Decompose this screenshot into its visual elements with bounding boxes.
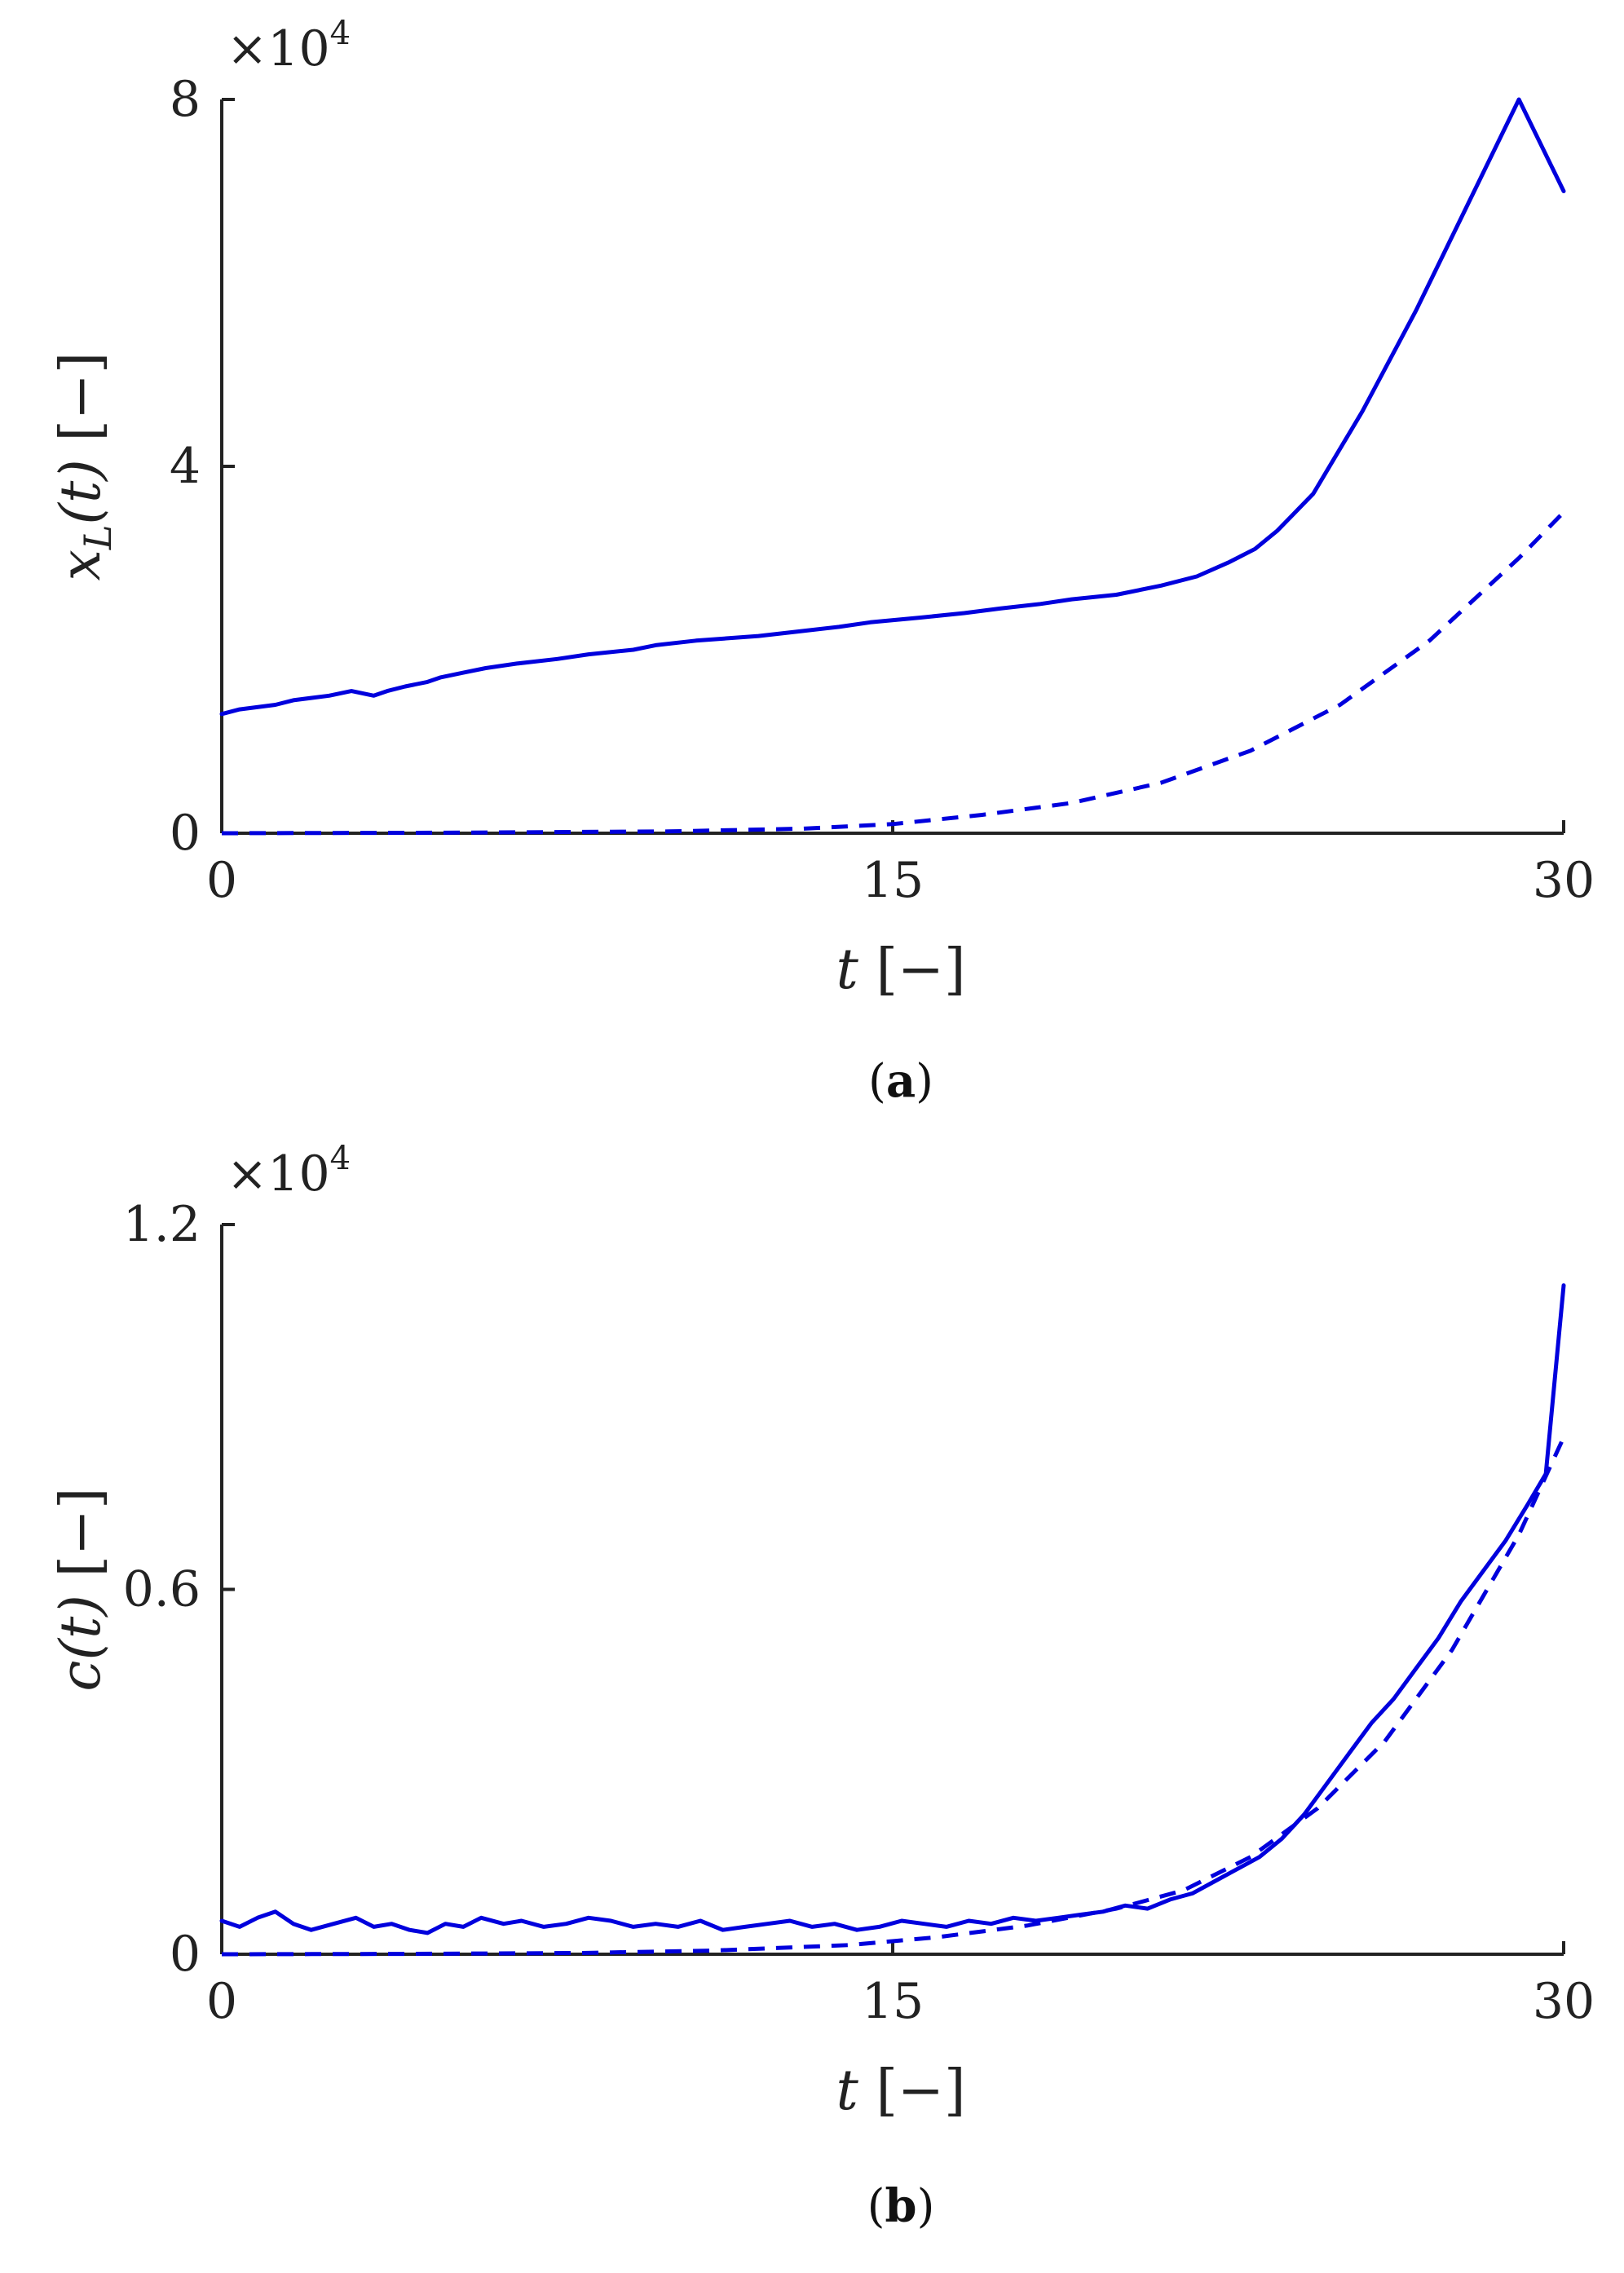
x-tick-label: 0 [206, 1973, 237, 2030]
y-axis-label: c(t) [−] [49, 1487, 113, 1691]
x-tick-label: 0 [206, 852, 237, 909]
x-axis-label: t [−] [836, 938, 966, 1002]
y-tick-label: 1.2 [123, 1196, 201, 1253]
x-tick-label: 30 [1533, 1973, 1595, 2030]
y-tick-label: 8 [170, 71, 201, 128]
x-axis-label: t [−] [836, 2059, 966, 2123]
x-tick-label: 15 [862, 852, 924, 909]
series-solid-line [219, 1283, 1566, 1935]
panel-b: 0 15 30 0 0.6 1.2 ×104 t [−] c(t) [−] (b) [49, 1140, 1595, 2233]
series-dashed-line [221, 1436, 1566, 1957]
series-dashed-line [221, 510, 1565, 836]
x-tick-label: 30 [1533, 852, 1595, 909]
panel-label: (a) [868, 1054, 933, 1108]
y-axis-label: xL(t) [−] [49, 352, 120, 581]
x-tick-label: 15 [862, 1973, 924, 2030]
y-multiplier-label: ×104 [227, 15, 351, 77]
panel-a: 0 15 30 0 4 8 ×104 t [−] xL(t) [−] (a) [49, 15, 1595, 1108]
y-tick-label: 4 [170, 438, 201, 495]
y-tick-label: 0 [170, 1926, 201, 1983]
y-tick-label: 0 [170, 805, 201, 862]
panel-label: (b) [867, 2179, 935, 2233]
series-solid-line [219, 97, 1566, 717]
y-tick-label: 0.6 [123, 1561, 201, 1618]
y-multiplier-label: ×104 [227, 1140, 351, 1203]
